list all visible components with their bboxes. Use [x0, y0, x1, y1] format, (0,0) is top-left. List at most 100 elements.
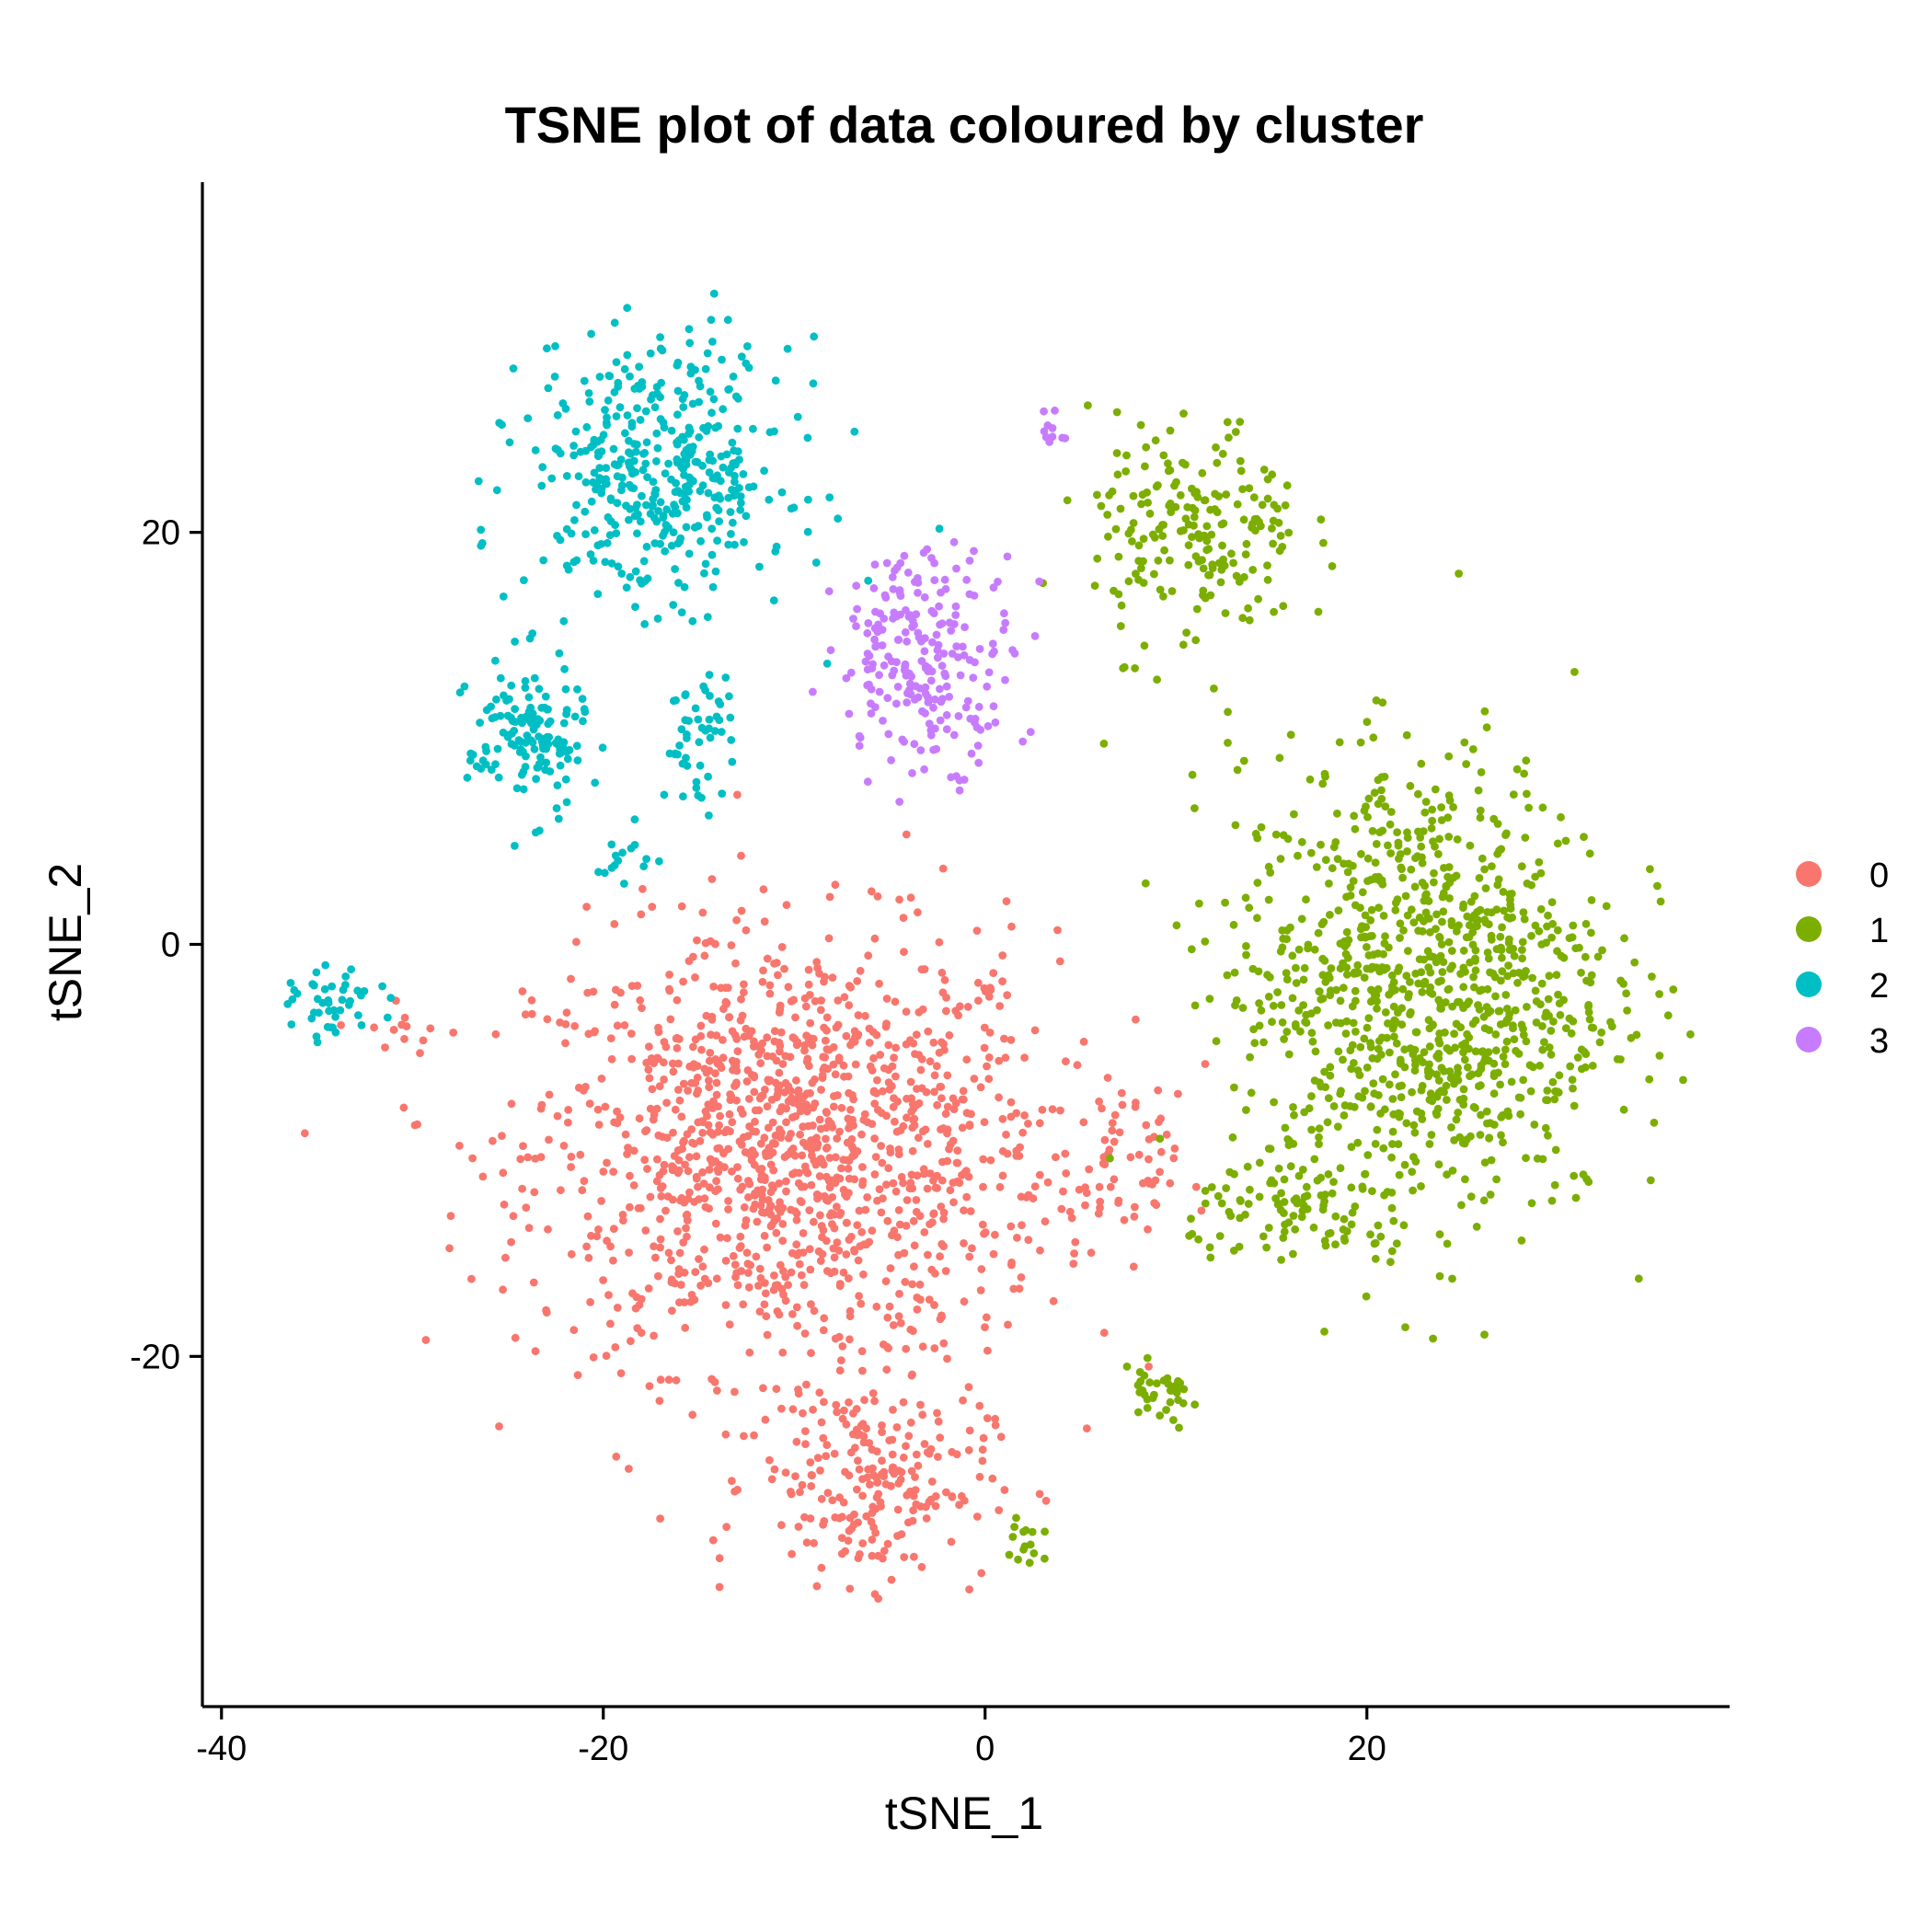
- point-cluster-3: [991, 718, 1000, 727]
- point-cluster-2: [714, 421, 723, 431]
- point-cluster-0: [743, 1066, 753, 1075]
- point-cluster-2: [590, 526, 599, 535]
- point-cluster-0: [892, 1423, 902, 1432]
- point-cluster-3: [880, 661, 889, 670]
- point-cluster-2: [695, 738, 704, 746]
- point-cluster-2: [707, 550, 717, 559]
- point-cluster-1: [1387, 987, 1397, 996]
- point-cluster-0: [867, 887, 876, 896]
- point-cluster-1: [1445, 796, 1455, 805]
- point-cluster-0: [687, 1125, 696, 1133]
- point-cluster-3: [867, 684, 876, 694]
- point-cluster-1: [1179, 1385, 1189, 1394]
- point-cluster-1: [1300, 1108, 1309, 1117]
- point-cluster-2: [719, 463, 728, 472]
- point-cluster-0: [764, 1196, 773, 1204]
- point-cluster-0: [949, 1136, 958, 1145]
- point-cluster-1: [1385, 1080, 1394, 1089]
- point-cluster-1: [1425, 1140, 1434, 1148]
- legend-label-2: 2: [1869, 967, 1889, 1006]
- point-cluster-1: [1445, 1067, 1455, 1075]
- point-cluster-1: [1277, 1001, 1286, 1009]
- point-cluster-0: [978, 1456, 987, 1466]
- point-cluster-1: [1449, 873, 1458, 882]
- point-cluster-1: [1414, 827, 1422, 836]
- point-cluster-0: [899, 1121, 908, 1131]
- point-cluster-2: [519, 785, 528, 794]
- point-cluster-1: [1331, 1212, 1340, 1221]
- point-cluster-0: [855, 1465, 864, 1474]
- point-cluster-0: [679, 1138, 687, 1147]
- point-cluster-0: [682, 1224, 690, 1233]
- point-cluster-1: [1374, 1221, 1383, 1230]
- point-cluster-0: [824, 1045, 834, 1054]
- point-cluster-3: [849, 615, 857, 623]
- point-cluster-1: [1288, 994, 1297, 1003]
- point-cluster-2: [555, 649, 564, 658]
- point-cluster-2: [627, 483, 636, 492]
- point-cluster-2: [623, 351, 632, 360]
- point-cluster-0: [825, 892, 834, 902]
- point-cluster-0: [759, 1384, 767, 1393]
- point-cluster-1: [1387, 971, 1397, 980]
- point-cluster-2: [535, 684, 544, 694]
- point-cluster-0: [929, 1176, 937, 1185]
- point-cluster-1: [1361, 911, 1370, 920]
- point-cluster-1: [1236, 418, 1245, 426]
- point-cluster-0: [627, 1054, 636, 1064]
- point-cluster-0: [873, 892, 882, 901]
- point-cluster-0: [878, 1158, 887, 1167]
- point-cluster-0: [891, 1072, 900, 1081]
- point-cluster-1: [1532, 1018, 1541, 1027]
- point-cluster-0: [781, 1078, 790, 1087]
- point-cluster-0: [650, 1331, 658, 1340]
- point-cluster-0: [920, 1228, 929, 1236]
- x-tick-label: -40: [196, 1730, 247, 1768]
- point-cluster-0: [910, 1262, 918, 1271]
- point-cluster-0: [704, 1279, 713, 1288]
- point-cluster-0: [841, 1467, 849, 1477]
- point-cluster-0: [842, 1218, 851, 1227]
- point-cluster-0: [840, 1406, 848, 1415]
- point-cluster-0: [869, 1087, 879, 1097]
- point-cluster-0: [679, 977, 687, 986]
- point-cluster-1: [1263, 494, 1272, 503]
- point-cluster-0: [695, 1255, 703, 1263]
- point-cluster-1: [1166, 1386, 1175, 1395]
- point-cluster-0: [845, 1526, 854, 1535]
- point-cluster-2: [554, 814, 563, 823]
- point-cluster-2: [383, 1013, 392, 1022]
- point-cluster-2: [657, 378, 666, 387]
- point-cluster-1: [1281, 1220, 1289, 1229]
- point-cluster-1: [1281, 500, 1290, 510]
- point-cluster-3: [867, 709, 876, 718]
- legend-swatch-3: [1796, 1027, 1822, 1052]
- point-cluster-2: [492, 486, 501, 495]
- point-cluster-3: [954, 653, 962, 661]
- point-cluster-1: [1137, 500, 1145, 509]
- point-cluster-0: [1156, 1114, 1166, 1123]
- point-cluster-0: [719, 1005, 728, 1014]
- point-cluster-0: [914, 1133, 923, 1143]
- point-cluster-0: [855, 1206, 864, 1215]
- point-cluster-0: [1120, 1215, 1129, 1225]
- point-cluster-0: [693, 1062, 702, 1070]
- point-cluster-2: [614, 378, 623, 387]
- point-cluster-1: [1479, 1196, 1489, 1205]
- point-cluster-0: [1065, 1207, 1075, 1216]
- point-cluster-0: [977, 1265, 986, 1273]
- point-cluster-0: [937, 1094, 946, 1103]
- point-cluster-2: [769, 596, 778, 604]
- point-cluster-0: [980, 1118, 989, 1127]
- point-cluster-1: [1334, 1122, 1342, 1131]
- point-cluster-1: [1342, 963, 1351, 972]
- point-cluster-0: [1108, 1126, 1117, 1135]
- point-cluster-0: [699, 1179, 708, 1188]
- point-cluster-1: [1187, 945, 1196, 954]
- point-cluster-0: [828, 973, 837, 982]
- point-cluster-0: [914, 1098, 924, 1108]
- point-cluster-0: [700, 1194, 709, 1202]
- point-cluster-0: [594, 1121, 604, 1129]
- point-cluster-1: [1444, 833, 1454, 841]
- point-cluster-1: [1008, 1533, 1018, 1541]
